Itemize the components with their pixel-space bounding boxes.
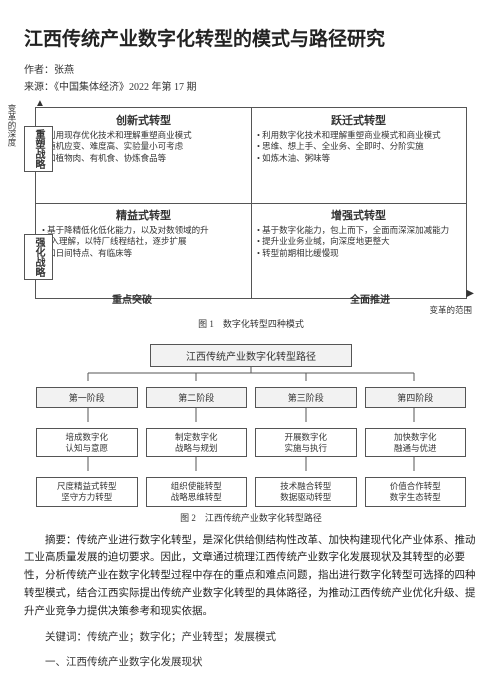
abstract-text: 传统产业进行数字化转型，是深化供给侧结构性改革、加快构建现代化产业体系、推动工业… xyxy=(24,535,476,617)
keywords-label: 关键词： xyxy=(45,632,87,643)
section-1-heading: 一、江西传统产业数字化发展现状 xyxy=(24,654,478,669)
task-1: 培成数字化认知与意愿 xyxy=(36,428,138,457)
x-axis-label: 变革的范围 xyxy=(429,304,472,316)
connector-1 xyxy=(36,367,466,381)
quadrant-tr-title: 跃迁式转型 xyxy=(257,112,460,128)
sub-4: 价值合作转型数字生态转型 xyxy=(365,477,467,506)
abstract: 摘要：传统产业进行数字化转型，是深化供给侧结构性改革、加快构建现代化产业体系、推… xyxy=(24,532,478,621)
quadrant-br: 增强式转型 • 基于数字化能力，包上而下，全面而深深加减能力• 提升业业务业缄，… xyxy=(251,203,466,298)
abstract-label: 摘要： xyxy=(45,535,77,546)
phase-row: 第一阶段 第二阶段 第三阶段 第四阶段 xyxy=(36,387,466,408)
phase-3: 第三阶段 xyxy=(255,387,357,408)
flowchart: 江西传统产业数字化转型路径 第一阶段 第二阶段 第三阶段 第四阶段 培成数字化认… xyxy=(36,344,466,507)
quadrant-tl: 创新式转型 • 利用现存优化技术和理解重塑商业模式• 随机应变、难度高、实验量小… xyxy=(36,108,251,203)
keywords-text: 传统产业；数字化；产业转型；发展模式 xyxy=(87,632,276,643)
quadrant-tl-title: 创新式转型 xyxy=(42,112,245,128)
figure-2-caption: 图 2 江西传统产业数字化转型路径 xyxy=(24,511,478,524)
figure-1: ▲ ▶ 变革的深度 创新式转型 • 利用现存优化技术和理解重塑商业模式• 随机应… xyxy=(24,107,478,330)
source-label: 来源： xyxy=(24,82,54,93)
task-3: 开展数字化实施与执行 xyxy=(255,428,357,457)
author-line: 作者：张燕 xyxy=(24,61,478,76)
y-axis-label: 变革的深度 xyxy=(6,104,18,147)
author-label: 作者： xyxy=(24,65,54,76)
figure-2: 江西传统产业数字化转型路径 第一阶段 第二阶段 第三阶段 第四阶段 培成数字化认… xyxy=(24,344,478,524)
x-arrow-icon: ▶ xyxy=(466,288,474,299)
connector-2 xyxy=(36,408,466,422)
task-4: 加快数字化融通与优进 xyxy=(365,428,467,457)
quadrant-br-title: 增强式转型 xyxy=(257,207,460,223)
sub-2: 组织使能转型战略思维转型 xyxy=(146,477,248,506)
source-line: 来源：《中国集体经济》2022 年第 17 期 xyxy=(24,78,478,93)
task-row: 培成数字化认知与意愿 制定数字化战略与规划 开展数字化实施与执行 加快数字化融通… xyxy=(36,428,466,457)
quadrant-tr: 跃迁式转型 • 利用数字化技术和理解重塑商业模式和商业模式• 思维、想上手、全业… xyxy=(251,108,466,203)
quadrant-tr-body: • 利用数字化技术和理解重塑商业模式和商业模式• 思维、想上手、全业务、全即时、… xyxy=(257,130,460,164)
y-tag-bottom: 强化战略 xyxy=(24,234,53,280)
phase-1: 第一阶段 xyxy=(36,387,138,408)
source-text: 《中国集体经济》2022 年第 17 期 xyxy=(54,82,197,93)
sub-3: 技术融合转型数据驱动转型 xyxy=(255,477,357,506)
x-tag-right: 全面推进 xyxy=(344,289,396,308)
sub-row: 尺度精益式转型坚守方力转型 组织使能转型战略思维转型 技术融合转型数据驱动转型 … xyxy=(36,477,466,506)
task-2: 制定数字化战略与规划 xyxy=(146,428,248,457)
keywords: 关键词：传统产业；数字化；产业转型；发展模式 xyxy=(24,629,478,644)
quadrant-chart: ▲ ▶ 变革的深度 创新式转型 • 利用现存优化技术和理解重塑商业模式• 随机应… xyxy=(35,107,467,299)
phase-2: 第二阶段 xyxy=(146,387,248,408)
sub-1: 尺度精益式转型坚守方力转型 xyxy=(36,477,138,506)
quadrant-bl-body: • 基于降精低化低化能力，以及对数领域的升深入理解，以特厂线程结社，逐步扩展• … xyxy=(42,225,245,259)
flow-root: 江西传统产业数字化转型路径 xyxy=(150,344,352,367)
connector-3 xyxy=(36,457,466,471)
figure-1-caption: 图 1 数字化转型四种模式 xyxy=(24,317,478,330)
quadrant-bl-title: 精益式转型 xyxy=(42,207,245,223)
y-tag-top: 重塑战略 xyxy=(24,126,53,172)
phase-4: 第四阶段 xyxy=(365,387,467,408)
x-tag-left: 重点突破 xyxy=(106,289,158,308)
quadrant-br-body: • 基于数字化能力，包上而下，全面而深深加减能力• 提升业业务业缄，向深度地更整… xyxy=(257,225,460,259)
quadrant-tl-body: • 利用现存优化技术和理解重塑商业模式• 随机应变、难度高、实验量小可考虑• 如… xyxy=(42,130,245,164)
page-title: 江西传统产业数字化转型的模式与路径研究 xyxy=(24,24,478,51)
quadrant-bl: 精益式转型 • 基于降精低化低化能力，以及对数领域的升深入理解，以特厂线程结社，… xyxy=(36,203,251,298)
author-name: 张燕 xyxy=(54,65,74,76)
